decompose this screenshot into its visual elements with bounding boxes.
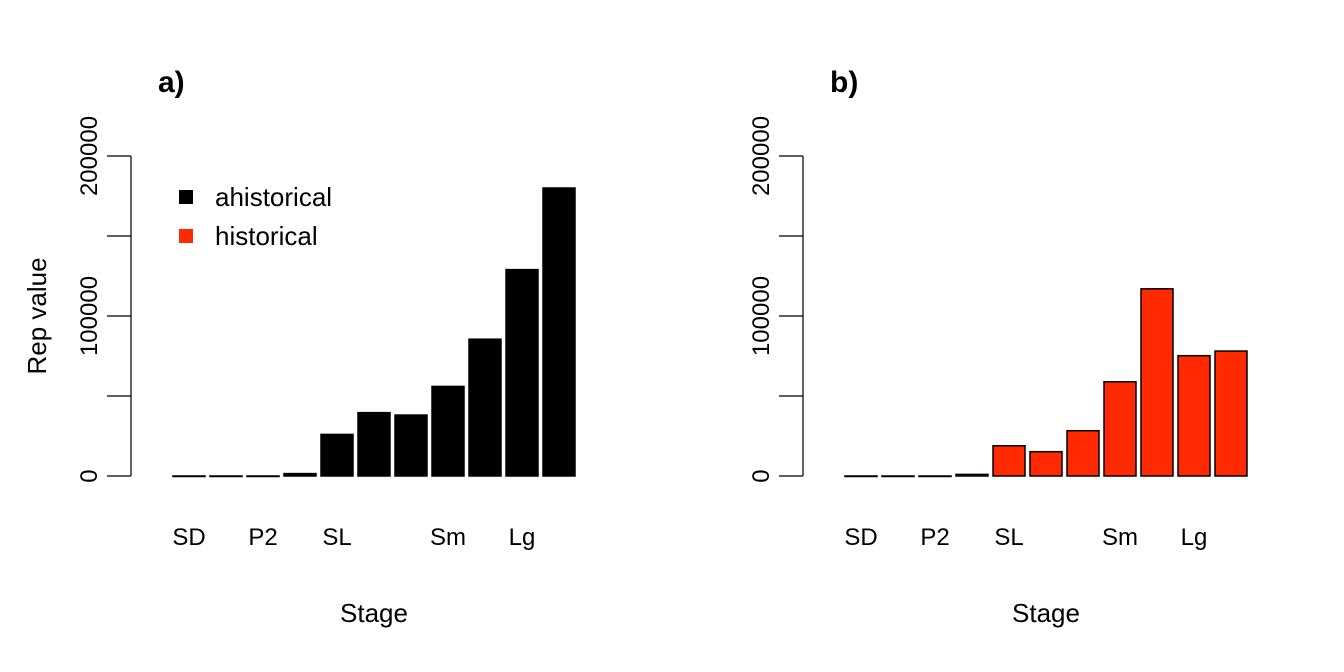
bar (431, 385, 465, 477)
bar (172, 475, 206, 478)
panel-label: b) (830, 66, 858, 99)
legend: ahistorical historical (179, 182, 332, 251)
bar (209, 475, 243, 478)
x-tick-label: Sm (1102, 524, 1138, 551)
legend-swatch (179, 229, 193, 243)
y-tick-label: 100000 (748, 276, 775, 356)
x-tick-label: SL (322, 524, 351, 551)
bar (357, 411, 391, 477)
x-tick-label: P2 (248, 524, 277, 551)
y-tick-label: 100000 (76, 276, 103, 356)
bar (1140, 288, 1174, 477)
bar (881, 475, 915, 478)
y-axis-label: Rep value (22, 257, 52, 374)
bar (468, 338, 502, 477)
bar (992, 445, 1026, 477)
bar (1066, 429, 1100, 477)
legend-label: historical (215, 221, 318, 251)
x-tick-label: Lg (1181, 524, 1208, 551)
bar (1214, 350, 1248, 477)
panel-label: a) (158, 66, 185, 99)
panel-a: a) 0 100000 200000 SD P2 SL Sm Lg Stage Rep value a… (22, 66, 576, 628)
bar (394, 414, 428, 477)
x-tick-label: SL (994, 524, 1023, 551)
x-tick-label: SD (844, 524, 877, 551)
x-axis-label: Stage (340, 598, 408, 628)
y-tick-label: 0 (748, 469, 775, 482)
x-tick-label: Lg (509, 524, 536, 551)
x-tick-label: Sm (430, 524, 466, 551)
x-axis-label: Stage (1012, 598, 1080, 628)
bar (918, 475, 952, 478)
y-tick-label: 200000 (748, 116, 775, 196)
x-tick-label: SD (172, 524, 205, 551)
legend-label: ahistorical (215, 182, 332, 212)
bar (1029, 450, 1063, 477)
bar (955, 473, 989, 477)
bar (283, 472, 317, 477)
y-tick-label: 200000 (76, 116, 103, 196)
bar (844, 475, 878, 478)
bar (542, 187, 576, 477)
legend-swatch (179, 190, 193, 204)
bar (246, 475, 280, 478)
bar (505, 268, 539, 477)
bar (320, 433, 354, 477)
bar (1103, 381, 1137, 477)
x-tick-label: P2 (920, 524, 949, 551)
bar (1177, 354, 1211, 477)
y-tick-label: 0 (76, 469, 103, 482)
panel-b: b) 0 100000 200000 SD P2 SL Sm Lg Stage (748, 66, 1248, 628)
